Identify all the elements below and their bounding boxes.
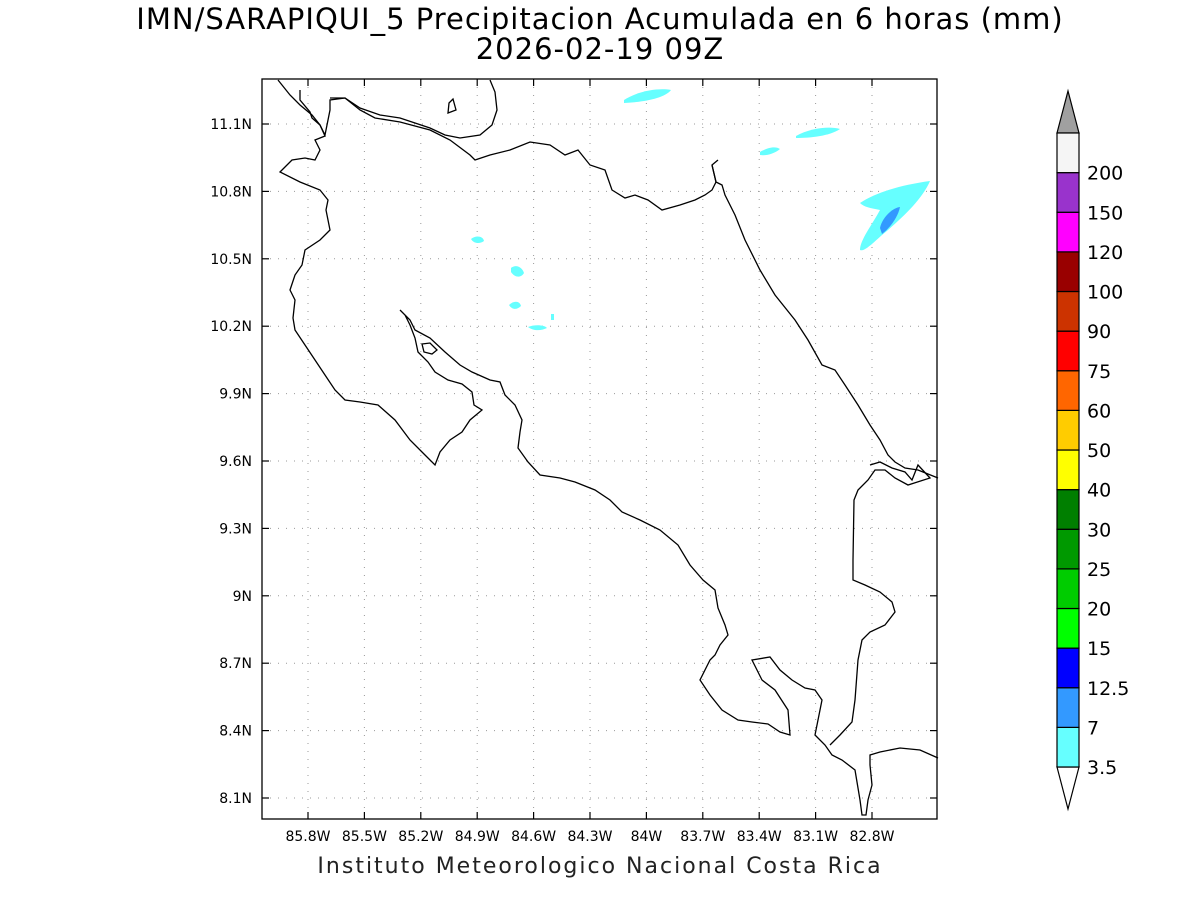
colorbar-swatch (1056, 409, 1080, 451)
panama-border (829, 461, 932, 746)
colorbar-label: 100 (1087, 282, 1123, 304)
colorbar-label: 40 (1087, 480, 1111, 502)
lon-tick-label: 83.1W (793, 829, 838, 845)
colorbar-swatch (1056, 607, 1080, 649)
nicoya-island (421, 342, 438, 355)
lat-tick-label: 9N (233, 589, 252, 605)
precip-areas (471, 89, 930, 331)
lon-axis: 85.8W 85.5W 85.2W 84.9W 84.6W 84.3W 84W 83.7W 83… (285, 79, 895, 845)
colorbar-swatch (1056, 449, 1080, 491)
caribbean-coast (711, 164, 939, 479)
lat-tick-label: 11.1N (210, 117, 252, 133)
lon-tick-label: 85.8W (285, 829, 330, 845)
colorbar-swatch (1056, 489, 1080, 530)
colorbar: 3.5 7 12.5 15 20 25 30 40 50 60 75 90 100 120 150 200 (1056, 88, 1129, 812)
lon-tick-label: 84.3W (567, 829, 612, 845)
coastline-borders (277, 79, 939, 816)
colorbar-label: 3.5 (1087, 757, 1117, 779)
colorbar-label: 20 (1087, 599, 1111, 621)
colorbar-label: 12.5 (1087, 678, 1129, 700)
map-subtitle-date: 2026-02-19 09Z (475, 32, 725, 66)
footer-credit: Instituto Meteorologico Nacional Costa R… (317, 854, 883, 879)
lat-tick-label: 10.2N (210, 319, 252, 335)
nicaragua-inner (330, 79, 498, 139)
precip-area-light (471, 236, 484, 244)
lon-tick-label: 85.2W (398, 829, 443, 845)
colorbar-label: 7 (1087, 717, 1099, 739)
colorbar-swatch (1056, 330, 1080, 372)
lake-island (447, 97, 457, 114)
colorbar-swatch (1056, 687, 1080, 728)
colorbar-swatch (1056, 251, 1080, 293)
precip-area-light (624, 89, 671, 103)
colorbar-label: 15 (1087, 638, 1111, 660)
colorbar-swatch (1056, 370, 1080, 411)
colorbar-label: 75 (1087, 361, 1111, 383)
nicaragua-border (277, 79, 719, 211)
colorbar-swatch (1056, 132, 1080, 174)
precip-area-moderate (880, 207, 900, 234)
lat-tick-label: 9.6N (219, 454, 252, 470)
precip-area-light (509, 301, 521, 309)
precip-area-light (511, 266, 524, 277)
lat-tick-label: 8.4N (219, 724, 252, 740)
colorbar-label: 50 (1087, 440, 1111, 462)
colorbar-label: 30 (1087, 519, 1111, 541)
precip-area-light (796, 127, 840, 138)
colorbar-swatch (1056, 647, 1080, 689)
lon-tick-label: 84W (631, 829, 663, 845)
lat-tick-label: 10.5N (210, 252, 252, 268)
colorbar-swatch (1056, 568, 1080, 610)
lat-axis: 11.1N 10.8N 10.5N 10.2N 9.9N 9.6N 9.3N 9N 8.7N 8.… (210, 117, 937, 807)
precip-area-light (551, 314, 554, 320)
colorbar-label: 200 (1087, 163, 1123, 185)
colorbar-label: 60 (1087, 400, 1111, 422)
colorbar-swatch (1056, 172, 1080, 213)
colorbar-swatch (1056, 211, 1080, 253)
colorbar-over-triangle (1056, 88, 1080, 134)
lon-tick-label: 85.5W (342, 829, 387, 845)
lon-tick-label: 83.7W (680, 829, 725, 845)
colorbar-label: 90 (1087, 321, 1111, 343)
lon-tick-label: 84.6W (511, 829, 556, 845)
colorbar-swatch (1056, 528, 1080, 570)
map-title: IMN/SARAPIQUI_5 Precipitacion Acumulada … (136, 2, 1064, 36)
colorbar-label: 120 (1087, 242, 1123, 264)
colorbar-label: 150 (1087, 202, 1123, 224)
pacific-coast-north (278, 90, 939, 816)
lat-tick-label: 9.3N (219, 521, 252, 537)
map-frame (261, 78, 938, 820)
precip-area-light (760, 147, 780, 156)
lon-tick-label: 83.4W (737, 829, 782, 845)
colorbar-swatch (1056, 290, 1080, 332)
lat-tick-label: 10.8N (210, 184, 252, 200)
colorbar-label: 25 (1087, 559, 1111, 581)
lon-tick-label: 82.8W (849, 829, 894, 845)
precip-area-light (528, 325, 547, 331)
lat-tick-label: 8.1N (219, 791, 252, 807)
lat-tick-label: 8.7N (219, 656, 252, 672)
map-grid (262, 79, 937, 819)
lon-tick-label: 84.9W (455, 829, 500, 845)
colorbar-swatch (1056, 726, 1080, 768)
lat-tick-label: 9.9N (219, 387, 252, 403)
colorbar-under-triangle (1056, 766, 1080, 812)
